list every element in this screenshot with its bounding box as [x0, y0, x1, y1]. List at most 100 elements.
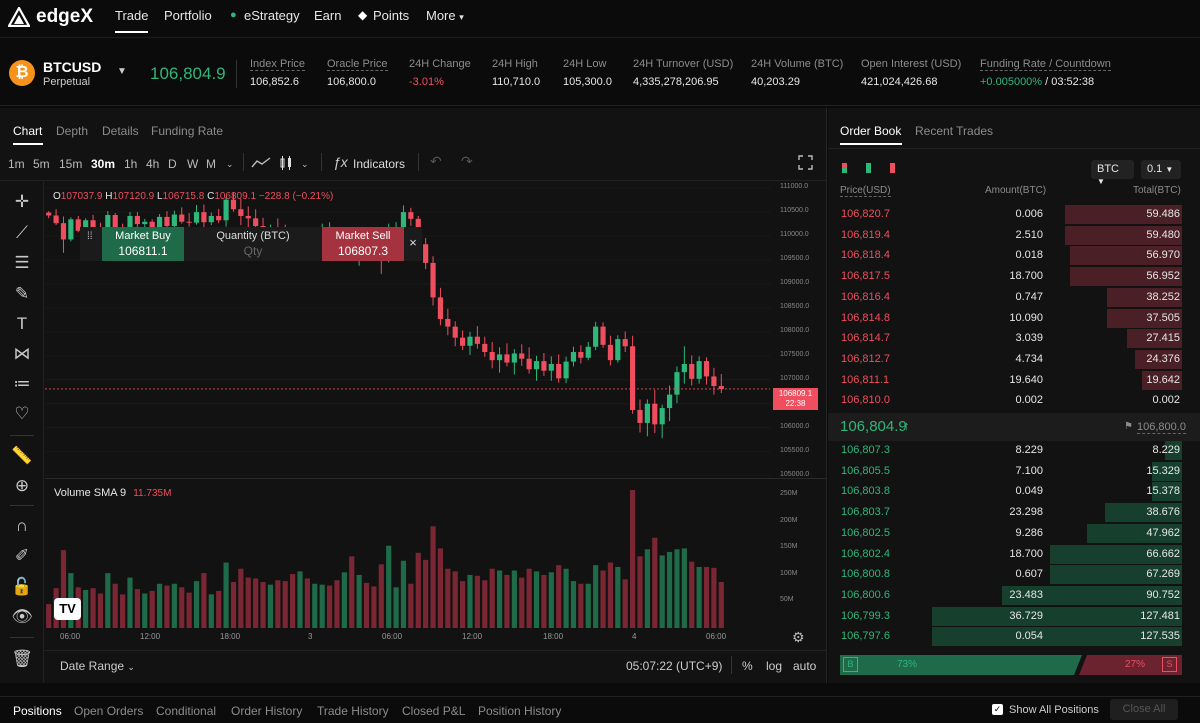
- nav-estrategy[interactable]: eStrategy: [244, 8, 300, 23]
- ask-row[interactable]: 106,812.7 4.734 24.376: [828, 349, 1198, 370]
- ask-row[interactable]: 106,816.4 0.747 38.252: [828, 287, 1198, 308]
- tab-conditional[interactable]: Conditional: [156, 704, 217, 718]
- tf-30m[interactable]: 30m: [91, 157, 116, 171]
- tf-5m[interactable]: 5m: [33, 157, 50, 171]
- tab-funding-rate[interactable]: Funding Rate: [151, 124, 224, 138]
- bid-row[interactable]: 106,799.3 36.729 127.481: [828, 606, 1198, 627]
- tf-w[interactable]: W: [187, 157, 199, 171]
- bid-row[interactable]: 106,800.6 23.483 90.752: [828, 585, 1198, 606]
- tab-order-history[interactable]: Order History: [231, 704, 303, 718]
- ask-row[interactable]: 106,820.7 0.006 59.486: [828, 204, 1198, 225]
- symbol-name[interactable]: BTCUSD: [43, 59, 102, 75]
- tf-1m[interactable]: 1m: [8, 157, 25, 171]
- tab-closed-pnl[interactable]: Closed P&L: [402, 704, 466, 718]
- log-toggle[interactable]: log: [766, 659, 783, 673]
- tab-order-book[interactable]: Order Book: [840, 124, 902, 138]
- redo-icon[interactable]: ↷: [461, 153, 473, 169]
- bid-row[interactable]: 106,797.6 0.054 127.535: [828, 626, 1198, 647]
- tab-details[interactable]: Details: [102, 124, 139, 138]
- volume-bar: [238, 568, 244, 628]
- line-chart-icon[interactable]: [251, 156, 271, 170]
- eye-icon[interactable]: 👁: [11, 607, 33, 626]
- auto-toggle[interactable]: auto: [793, 659, 817, 673]
- tf-4h[interactable]: 4h: [146, 157, 160, 171]
- brush-icon[interactable]: ✎: [14, 284, 30, 303]
- tf-more-icon[interactable]: ⌄: [226, 159, 234, 169]
- ask-row[interactable]: 106,818.4 0.018 56.970: [828, 245, 1198, 266]
- both-sides-view-icon[interactable]: [842, 163, 852, 173]
- bids-view-icon[interactable]: [866, 163, 876, 173]
- drag-handle[interactable]: ⁞⁞: [80, 227, 102, 261]
- tf-d[interactable]: D: [168, 157, 177, 171]
- fx-icon[interactable]: ƒx: [333, 154, 348, 170]
- symbol-dropdown-icon[interactable]: ▼: [117, 66, 127, 77]
- bid-row[interactable]: 106,803.8 0.049 15.378: [828, 481, 1198, 502]
- date-range-button[interactable]: Date Range ⌄: [60, 659, 135, 673]
- tab-depth[interactable]: Depth: [56, 124, 89, 138]
- ask-row[interactable]: 106,810.0 0.002 0.002: [828, 390, 1198, 411]
- candlestick-icon[interactable]: [279, 155, 293, 171]
- ask-row[interactable]: 106,811.1 19.640 19.642: [828, 370, 1198, 391]
- ask-row[interactable]: 106,814.8 10.090 37.505: [828, 308, 1198, 329]
- undo-icon[interactable]: ↶: [430, 153, 442, 169]
- ask-row[interactable]: 106,819.4 2.510 59.480: [828, 225, 1198, 246]
- horizontal-lines-icon[interactable]: ☰: [14, 253, 30, 272]
- heart-icon[interactable]: ♡: [14, 404, 30, 423]
- nav-more[interactable]: More ▾: [426, 8, 464, 23]
- lock-pencil-icon[interactable]: ✐: [14, 546, 30, 565]
- tab-position-history[interactable]: Position History: [478, 704, 562, 718]
- tradingview-logo-icon[interactable]: TV: [54, 598, 81, 620]
- nav-trade[interactable]: Trade: [115, 8, 149, 33]
- lock-icon[interactable]: 🔓: [11, 577, 33, 596]
- ask-row[interactable]: 106,814.7 3.039 27.415: [828, 328, 1198, 349]
- bid-row[interactable]: 106,800.8 0.607 67.269: [828, 564, 1198, 585]
- crosshair-icon[interactable]: ✛: [14, 192, 30, 211]
- text-tool-icon[interactable]: T: [16, 314, 28, 333]
- chart-type-dropdown-icon[interactable]: ⌄: [301, 159, 309, 169]
- indicators-button[interactable]: Indicators: [353, 157, 406, 171]
- close-icon[interactable]: ×: [404, 227, 422, 261]
- trash-icon[interactable]: 🗑: [11, 649, 33, 668]
- tf-m[interactable]: M: [206, 157, 216, 171]
- fib-icon[interactable]: ≔: [13, 374, 31, 393]
- fullscreen-icon[interactable]: [798, 155, 813, 170]
- nav-earn[interactable]: Earn: [314, 8, 342, 23]
- brand-logo[interactable]: edgeX: [8, 6, 93, 28]
- precision-select[interactable]: 0.1 ▼: [1141, 160, 1181, 179]
- market-sell-button[interactable]: Market Sell 106807.3: [322, 227, 404, 261]
- row-amount: 4.734: [1015, 352, 1043, 365]
- market-buy-button[interactable]: Market Buy 106811.1: [102, 227, 184, 261]
- tf-1h[interactable]: 1h: [124, 157, 138, 171]
- tab-open-orders[interactable]: Open Orders: [74, 704, 144, 718]
- ask-row[interactable]: 106,817.5 18.700 56.952: [828, 266, 1198, 287]
- asks-view-icon[interactable]: [890, 163, 900, 173]
- tab-recent-trades[interactable]: Recent Trades: [915, 124, 994, 138]
- bid-row[interactable]: 106,802.4 18.700 66.662: [828, 544, 1198, 565]
- tab-chart[interactable]: Chart: [13, 124, 43, 138]
- pattern-icon[interactable]: ⋈: [13, 344, 31, 363]
- bid-row[interactable]: 106,807.3 8.229 8.229: [828, 440, 1198, 461]
- trendline-icon[interactable]: ⟋: [16, 223, 28, 242]
- settings-gear-icon[interactable]: ⚙: [792, 629, 805, 645]
- price-chart[interactable]: [45, 181, 770, 478]
- magnet-icon[interactable]: ∩: [15, 516, 29, 535]
- quantity-field[interactable]: Quantity (BTC) Qty: [184, 227, 322, 261]
- ruler-icon[interactable]: 📏: [11, 446, 33, 465]
- zoom-in-icon[interactable]: ⊕: [14, 476, 30, 495]
- percent-toggle[interactable]: %: [742, 659, 753, 673]
- stat-label-change: 24H Change: [409, 58, 471, 70]
- nav-portfolio[interactable]: Portfolio: [164, 8, 212, 23]
- tab-trade-history[interactable]: Trade History: [317, 704, 389, 718]
- bid-row[interactable]: 106,803.7 23.298 38.676: [828, 502, 1198, 523]
- mark-price: 106,800.0: [1137, 421, 1186, 434]
- close-all-button[interactable]: Close All: [1110, 699, 1178, 720]
- volume-chart[interactable]: [45, 480, 770, 628]
- nav-points[interactable]: Points: [373, 8, 410, 23]
- bid-row[interactable]: 106,802.5 9.286 47.962: [828, 523, 1198, 544]
- bid-row[interactable]: 106,805.5 7.100 15.329: [828, 461, 1198, 482]
- unit-select[interactable]: BTC ▼: [1091, 160, 1134, 186]
- row-amount: 0.607: [1015, 568, 1043, 581]
- show-all-checkbox[interactable]: ✓: [992, 704, 1003, 715]
- tf-15m[interactable]: 15m: [59, 157, 83, 171]
- tab-positions[interactable]: Positions: [13, 704, 62, 718]
